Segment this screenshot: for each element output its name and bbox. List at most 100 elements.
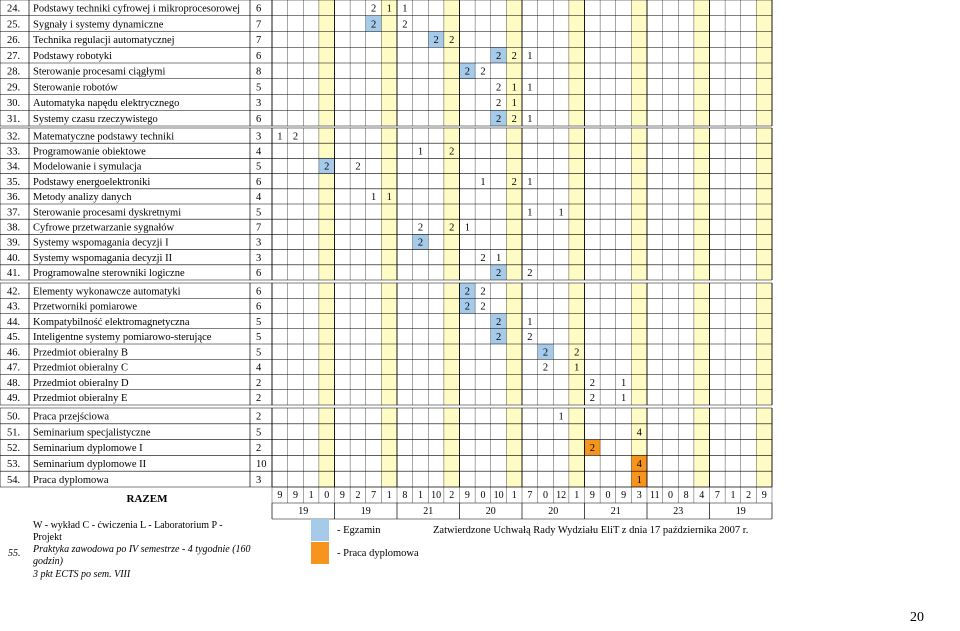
ects-value: 3 bbox=[256, 238, 261, 249]
practice-line1b: godzin) bbox=[33, 556, 64, 567]
exam-cell bbox=[365, 15, 382, 32]
hours-value: 1 bbox=[558, 412, 563, 423]
hours-value: 2 bbox=[496, 268, 501, 279]
hours-value: 2 bbox=[496, 82, 501, 93]
hours-value: 2 bbox=[496, 114, 501, 125]
page-number: 20 bbox=[910, 610, 924, 625]
hours-value: 2 bbox=[480, 67, 485, 78]
hours-value: 1 bbox=[527, 207, 532, 218]
hours-value: 2 bbox=[496, 317, 501, 328]
hours-value: 1 bbox=[496, 253, 501, 264]
hours-value: 1 bbox=[418, 147, 423, 158]
legend-thesis-swatch bbox=[311, 542, 329, 564]
legend-thesis-label: - Praca dyplomowa bbox=[337, 548, 419, 559]
row-number: 38. Cyfrowe przetwarzanie sygnałów bbox=[7, 223, 175, 234]
exam-cell bbox=[459, 283, 476, 299]
row-number: 25. Sygnały i systemy dynamiczne bbox=[7, 19, 164, 30]
row-number: 24. Podstawy techniki cyfrowej i mikropro… bbox=[7, 4, 240, 15]
row-number: 43. Przetworniki pomiarowe bbox=[7, 302, 137, 313]
hours-value: 1 bbox=[480, 177, 485, 188]
thesis-cell bbox=[631, 455, 647, 472]
row-number: 47. Przedmiot obieralny C bbox=[7, 363, 128, 374]
legend-exam-label: - Egzamin bbox=[337, 525, 381, 536]
row-number: 33. Programowanie obiektowe bbox=[7, 147, 146, 158]
hours-value: 2 bbox=[590, 378, 595, 389]
semester-total-value: 19 bbox=[298, 506, 308, 517]
total-hours-value: 7 bbox=[371, 490, 376, 501]
ects-value: 2 bbox=[256, 412, 261, 423]
row-number: 41. Programowalne sterowniki logiczne bbox=[7, 268, 185, 279]
semester-total-value: 20 bbox=[548, 506, 558, 517]
total-hours-value: 3 bbox=[637, 490, 642, 501]
hours-value: 1 bbox=[527, 317, 532, 328]
hours-value: 2 bbox=[496, 51, 501, 62]
hours-value: 2 bbox=[590, 443, 595, 454]
row-number: 50. Praca przejściowa bbox=[7, 412, 109, 423]
hours-value: 2 bbox=[449, 35, 454, 46]
total-hours-value: 1 bbox=[574, 490, 579, 501]
total-hours-value: 9 bbox=[621, 490, 626, 501]
hours-value: 2 bbox=[480, 302, 485, 313]
ects-value: 3 bbox=[256, 253, 261, 264]
hours-value: 2 bbox=[465, 302, 470, 313]
hours-value: 2 bbox=[402, 19, 407, 30]
ects-value: 4 bbox=[256, 192, 262, 203]
summary-label: RAZEM bbox=[127, 493, 169, 505]
row-number: 40. Systemy wspomagania decyzji II bbox=[7, 253, 173, 264]
hours-value: 2 bbox=[527, 332, 532, 343]
ects-value: 3 bbox=[256, 131, 261, 142]
ects-value: 2 bbox=[256, 443, 261, 454]
hours-value: 1 bbox=[402, 4, 407, 15]
ects-value: 7 bbox=[256, 223, 261, 234]
semester-lab-column bbox=[443, 408, 460, 487]
hours-value: 2 bbox=[512, 51, 517, 62]
row-number: 44. Kompatybilność elektromagnetyczna bbox=[7, 317, 190, 328]
hours-value: 1 bbox=[527, 114, 532, 125]
thesis-cell bbox=[631, 471, 647, 487]
semester-lab-column bbox=[318, 408, 335, 487]
total-hours-value: 9 bbox=[277, 490, 282, 501]
abbreviations-line2: Projekt bbox=[33, 532, 62, 543]
ects-value: 5 bbox=[256, 347, 261, 358]
ects-value: 2 bbox=[256, 393, 261, 404]
hours-value: 2 bbox=[355, 162, 360, 173]
hours-value: 2 bbox=[543, 363, 548, 374]
exam-cell bbox=[490, 328, 507, 344]
row-number: 46. Przedmiot obieralny B bbox=[7, 347, 128, 358]
total-hours-value: 4 bbox=[699, 490, 704, 501]
total-hours-value: 9 bbox=[590, 490, 595, 501]
practice-ects-note: 3 pkt ECTS po sem. VIII bbox=[32, 569, 131, 580]
semester-lab-column bbox=[506, 408, 522, 487]
ects-value: 5 bbox=[256, 317, 261, 328]
footer-row-number: 55. bbox=[8, 548, 21, 559]
total-hours-value: 0 bbox=[605, 490, 610, 501]
row-number: 48. Przedmiot obieralny D bbox=[7, 378, 129, 389]
total-hours-value: 1 bbox=[309, 490, 314, 501]
total-hours-value: 8 bbox=[684, 490, 689, 501]
ects-value: 3 bbox=[256, 98, 261, 109]
approval-note: Zatwierdzone Uchwałą Rady Wydziału EliT … bbox=[433, 525, 748, 536]
total-hours-value: 8 bbox=[402, 490, 407, 501]
ects-value: 4 bbox=[256, 147, 262, 158]
ects-value: 6 bbox=[256, 51, 261, 62]
hours-value: 1 bbox=[371, 192, 376, 203]
total-hours-value: 1 bbox=[418, 490, 423, 501]
semester-total-value: 19 bbox=[361, 506, 371, 517]
ects-value: 6 bbox=[256, 177, 261, 188]
hours-value: 2 bbox=[433, 35, 438, 46]
hours-value: 2 bbox=[574, 347, 579, 358]
total-hours-value: 7 bbox=[715, 490, 720, 501]
total-hours-value: 2 bbox=[746, 490, 751, 501]
total-hours-value: 10 bbox=[431, 490, 441, 501]
row-number: 31. Systemy czasu rzeczywistego bbox=[7, 114, 158, 125]
total-hours-value: 12 bbox=[556, 490, 566, 501]
total-hours-value: 9 bbox=[465, 490, 470, 501]
total-hours-value: 9 bbox=[293, 490, 298, 501]
hours-value: 1 bbox=[558, 207, 563, 218]
row-number: 37. Sterowanie procesami dyskretnymi bbox=[7, 207, 181, 218]
total-hours-value: 1 bbox=[512, 490, 517, 501]
hours-value: 4 bbox=[637, 427, 643, 438]
row-number: 54. Praca dyplomowa bbox=[7, 475, 109, 486]
hours-value: 1 bbox=[387, 4, 392, 15]
